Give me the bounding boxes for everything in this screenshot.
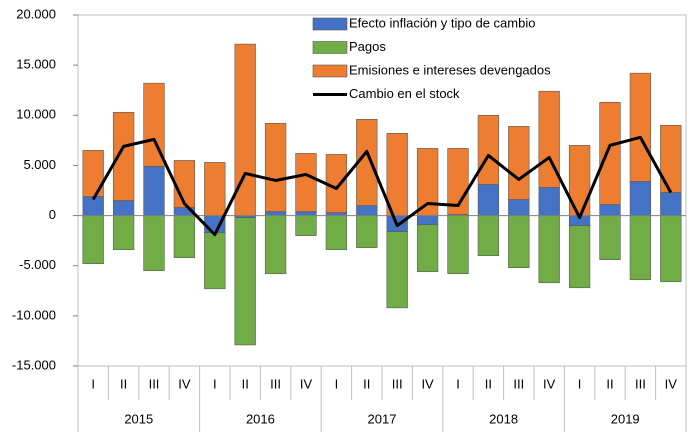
legend-swatch xyxy=(312,64,348,78)
legend-label: Emisiones e intereses devengados xyxy=(349,62,551,77)
bar xyxy=(538,215,560,284)
y-tick-label: 0 xyxy=(49,207,56,222)
y-tick-label: 20.000 xyxy=(16,6,56,21)
year-label: 2018 xyxy=(489,411,518,426)
year-label: 2015 xyxy=(124,411,153,426)
bar xyxy=(204,232,226,290)
bar xyxy=(629,215,652,281)
bar xyxy=(143,215,165,272)
x-tick-label: III xyxy=(149,376,160,391)
year-label: 2017 xyxy=(368,411,397,426)
bar xyxy=(629,72,652,182)
x-tick-label: II xyxy=(606,376,613,391)
bar xyxy=(112,111,135,201)
x-tick-label: IV xyxy=(665,376,678,391)
x-tick-label: III xyxy=(513,376,524,391)
bar xyxy=(599,204,621,216)
bar xyxy=(508,215,530,269)
x-tick-label: II xyxy=(120,376,127,391)
x-tick-label: I xyxy=(213,376,217,391)
x-tick-label: I xyxy=(91,376,95,391)
bar xyxy=(264,211,287,216)
bar xyxy=(82,215,104,265)
bar xyxy=(143,166,165,216)
x-tick-label: IV xyxy=(300,376,313,391)
bar xyxy=(325,215,348,250)
bar xyxy=(416,224,439,273)
line xyxy=(91,135,673,237)
y-tick-label: 15.000 xyxy=(16,57,56,72)
bar xyxy=(447,215,469,275)
legend-label: Pagos xyxy=(349,39,386,54)
legend-swatch xyxy=(312,41,348,54)
bar xyxy=(508,199,530,216)
x-tick-label: IV xyxy=(543,376,556,391)
x-tick-label: II xyxy=(485,376,492,391)
x-tick-label: III xyxy=(392,376,403,391)
year-label: 2019 xyxy=(611,411,640,426)
x-tick-label: I xyxy=(578,376,582,391)
year-label: 2016 xyxy=(246,411,275,426)
bar xyxy=(173,215,196,258)
bar xyxy=(599,101,621,205)
legend-swatch xyxy=(312,17,348,31)
bar xyxy=(386,231,408,309)
x-tick-label: I xyxy=(456,376,460,391)
x-tick-label: III xyxy=(635,376,646,391)
bar xyxy=(660,192,682,216)
bar xyxy=(599,215,621,260)
bar xyxy=(112,200,135,216)
bar xyxy=(538,90,560,188)
bar xyxy=(538,187,560,216)
bar xyxy=(234,217,256,346)
bar xyxy=(264,123,287,212)
bar xyxy=(386,133,408,216)
bar xyxy=(325,154,348,213)
bar xyxy=(356,215,378,248)
y-tick-label: -10.000 xyxy=(12,307,56,322)
bar xyxy=(204,162,226,216)
x-tick-label: II xyxy=(363,376,370,391)
y-tick-label: -5.000 xyxy=(19,257,56,272)
bar xyxy=(112,215,135,250)
x-tick-label: IV xyxy=(178,376,191,391)
x-tick-label: III xyxy=(270,376,281,391)
bar xyxy=(264,215,287,275)
bar xyxy=(295,153,317,212)
bar xyxy=(629,181,652,216)
y-tick-label: 5.000 xyxy=(23,157,56,172)
bar xyxy=(143,82,165,167)
legend-label: Cambio en el stock xyxy=(349,86,460,101)
bar xyxy=(660,215,682,283)
y-tick-label: -15.000 xyxy=(12,357,56,372)
bar xyxy=(295,211,317,216)
bar xyxy=(568,225,591,289)
legend-label: Efecto inflación y tipo de cambio xyxy=(349,15,535,30)
bar xyxy=(477,184,500,216)
bar xyxy=(295,215,317,236)
bar xyxy=(477,215,500,256)
y-tick-label: 10.000 xyxy=(16,107,56,122)
bar xyxy=(416,215,439,225)
x-tick-label: IV xyxy=(421,376,434,391)
x-tick-label: II xyxy=(242,376,249,391)
bar xyxy=(356,205,378,216)
x-tick-label: I xyxy=(335,376,339,391)
bar xyxy=(477,114,500,185)
bar xyxy=(508,126,530,200)
